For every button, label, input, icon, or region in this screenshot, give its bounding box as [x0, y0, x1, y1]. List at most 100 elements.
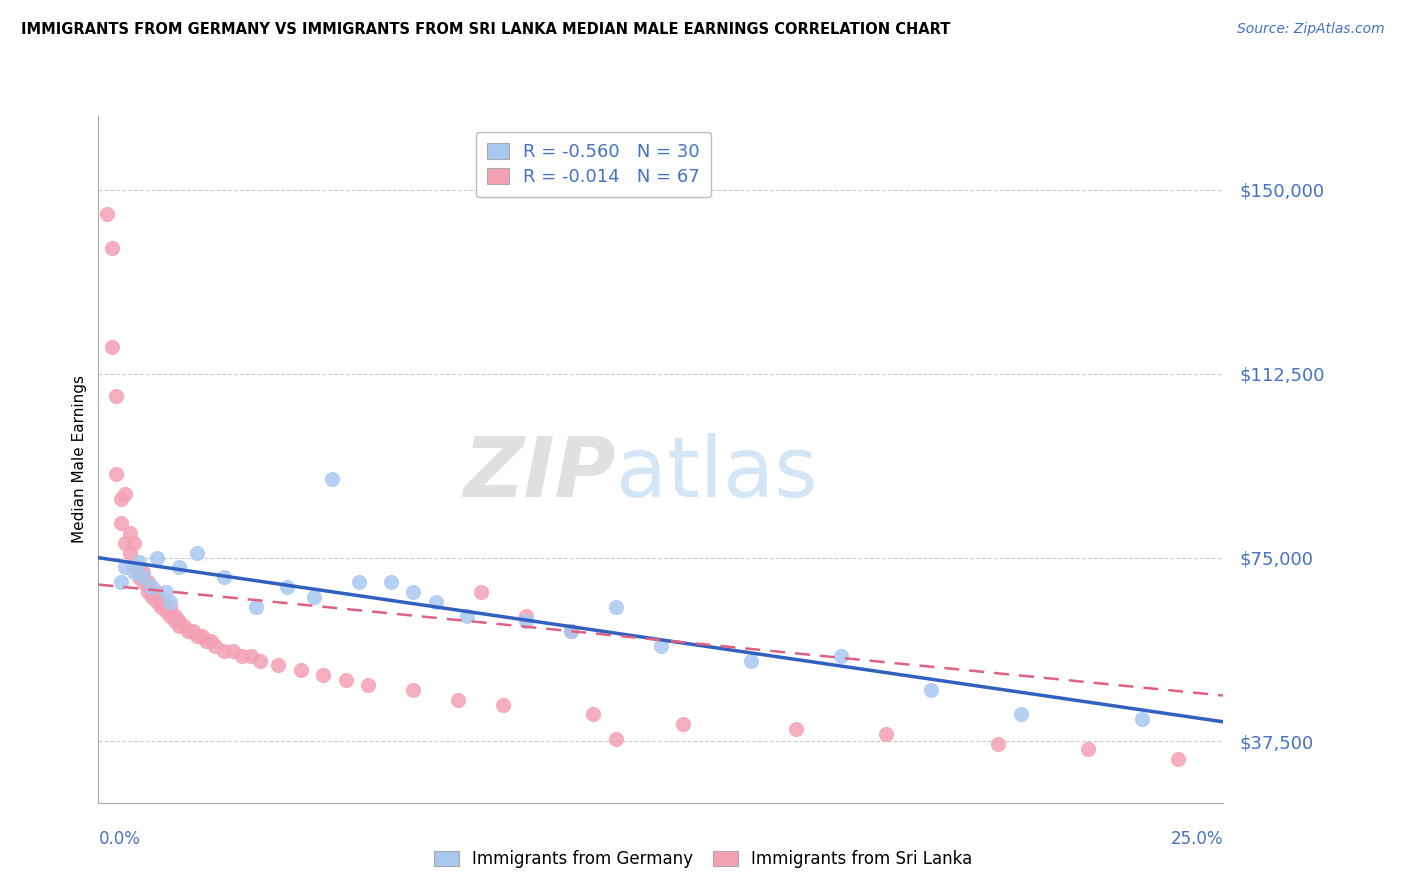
Point — [124, 535, 146, 549]
Point — [470, 585, 492, 599]
Point — [141, 580, 163, 594]
Point — [515, 615, 537, 629]
Point — [560, 624, 582, 639]
Point — [312, 668, 335, 682]
Point — [150, 599, 173, 614]
Point — [136, 580, 159, 594]
Point — [169, 560, 191, 574]
Point — [128, 555, 150, 570]
Point — [169, 615, 191, 629]
Point — [830, 648, 852, 663]
Point — [110, 491, 132, 506]
Point — [195, 633, 218, 648]
Point — [245, 599, 267, 614]
Point — [785, 723, 807, 737]
Point — [159, 609, 181, 624]
Point — [605, 731, 627, 746]
Point — [492, 698, 515, 712]
Text: 0.0%: 0.0% — [98, 830, 141, 848]
Point — [304, 590, 326, 604]
Point — [191, 629, 214, 643]
Point — [447, 693, 470, 707]
Point — [96, 207, 118, 221]
Point — [425, 595, 447, 609]
Point — [1077, 742, 1099, 756]
Point — [222, 644, 245, 658]
Point — [231, 648, 253, 663]
Point — [335, 673, 357, 688]
Point — [249, 654, 271, 668]
Point — [101, 242, 124, 256]
Point — [240, 648, 263, 663]
Point — [186, 546, 208, 560]
Point — [105, 467, 128, 482]
Y-axis label: Median Male Earnings: Median Male Earnings — [72, 376, 87, 543]
Point — [169, 619, 191, 633]
Point — [560, 624, 582, 639]
Point — [402, 683, 425, 698]
Legend: Immigrants from Germany, Immigrants from Sri Lanka: Immigrants from Germany, Immigrants from… — [427, 844, 979, 875]
Point — [357, 678, 380, 692]
Point — [124, 560, 146, 574]
Point — [110, 575, 132, 590]
Legend: R = -0.560   N = 30, R = -0.014   N = 67: R = -0.560 N = 30, R = -0.014 N = 67 — [477, 132, 710, 197]
Point — [214, 644, 236, 658]
Point — [650, 639, 672, 653]
Point — [290, 664, 312, 678]
Point — [124, 566, 146, 580]
Point — [114, 487, 136, 501]
Point — [515, 609, 537, 624]
Point — [118, 526, 141, 541]
Point — [128, 560, 150, 574]
Point — [136, 585, 159, 599]
Point — [159, 595, 181, 609]
Point — [105, 389, 128, 403]
Point — [110, 516, 132, 530]
Point — [672, 717, 695, 731]
Point — [155, 585, 177, 599]
Point — [582, 707, 605, 722]
Point — [214, 570, 236, 584]
Point — [118, 546, 141, 560]
Point — [141, 585, 163, 599]
Point — [132, 575, 155, 590]
Point — [132, 566, 155, 580]
Point — [155, 599, 177, 614]
Point — [204, 639, 226, 653]
Point — [181, 624, 204, 639]
Point — [267, 658, 290, 673]
Point — [173, 619, 195, 633]
Point — [146, 585, 169, 599]
Text: atlas: atlas — [616, 433, 817, 514]
Point — [146, 550, 169, 565]
Point — [114, 535, 136, 549]
Point — [380, 575, 402, 590]
Point — [146, 595, 169, 609]
Point — [141, 590, 163, 604]
Point — [456, 609, 478, 624]
Point — [1130, 712, 1153, 726]
Point — [101, 340, 124, 354]
Point — [132, 570, 155, 584]
Text: ZIP: ZIP — [463, 433, 616, 514]
Point — [1010, 707, 1032, 722]
Text: 25.0%: 25.0% — [1171, 830, 1223, 848]
Point — [920, 683, 942, 698]
Point — [128, 570, 150, 584]
Point — [136, 575, 159, 590]
Point — [740, 654, 762, 668]
Point — [349, 575, 371, 590]
Point — [177, 624, 200, 639]
Point — [150, 595, 173, 609]
Point — [1167, 751, 1189, 765]
Text: IMMIGRANTS FROM GERMANY VS IMMIGRANTS FROM SRI LANKA MEDIAN MALE EARNINGS CORREL: IMMIGRANTS FROM GERMANY VS IMMIGRANTS FR… — [21, 22, 950, 37]
Text: Source: ZipAtlas.com: Source: ZipAtlas.com — [1237, 22, 1385, 37]
Point — [875, 727, 897, 741]
Point — [186, 629, 208, 643]
Point — [200, 633, 222, 648]
Point — [605, 599, 627, 614]
Point — [163, 615, 186, 629]
Point — [276, 580, 298, 594]
Point — [114, 560, 136, 574]
Point — [163, 609, 186, 624]
